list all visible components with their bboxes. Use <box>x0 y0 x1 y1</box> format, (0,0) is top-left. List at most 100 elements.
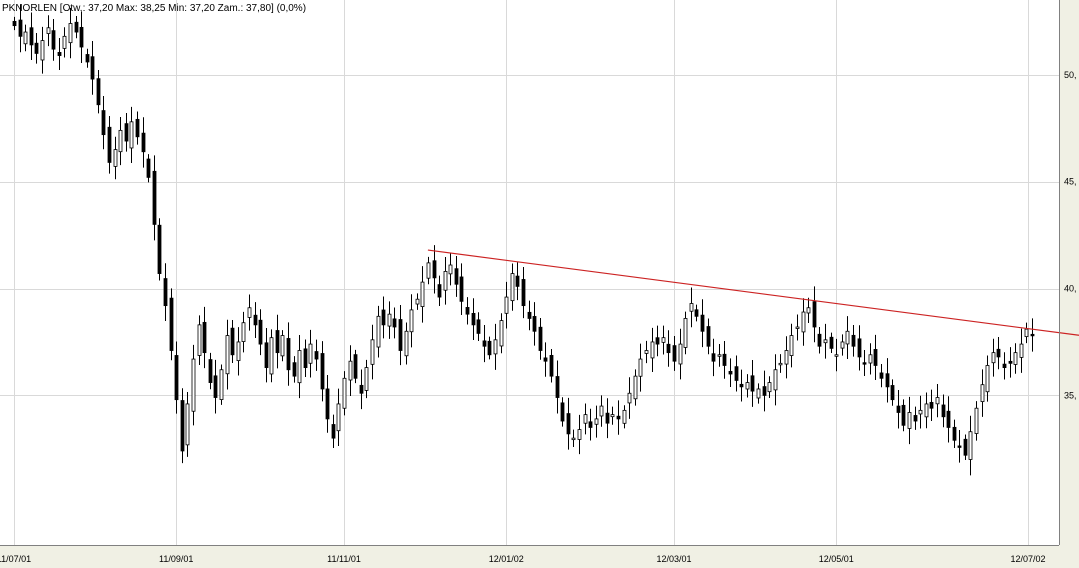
candle-body-up <box>924 403 929 418</box>
candle-body-up <box>823 339 828 344</box>
candle-body-down <box>29 27 34 46</box>
candle-body-down <box>482 340 487 347</box>
candle-body-down <box>1008 360 1013 364</box>
candle-body-down <box>264 342 269 369</box>
y-axis-labels: 35, 40, 45, 50, <box>1064 70 1077 401</box>
y-tick-label: 50, <box>1064 70 1077 80</box>
candle-body-down <box>18 19 23 37</box>
candle-body-down <box>96 78 101 106</box>
candle-body-up <box>795 326 800 329</box>
candle-body-down <box>862 362 867 365</box>
candle-body-down <box>963 438 968 456</box>
candle-body-up <box>767 382 772 393</box>
candle-body-down <box>487 340 492 356</box>
candle-body-down <box>566 413 571 435</box>
candle-body-up <box>778 362 783 366</box>
candle-body-up <box>918 409 923 415</box>
candle-body-down <box>543 357 548 362</box>
candle-body-down <box>996 348 1001 358</box>
candle-body-up <box>370 339 375 365</box>
candle-body-down <box>303 348 308 369</box>
candle-body-up <box>504 296 509 314</box>
candle-body-up <box>784 350 789 365</box>
trendlines <box>427 249 1079 336</box>
candle-body-down <box>829 336 834 349</box>
candle-body-up <box>801 311 806 333</box>
candle-body-up <box>1019 343 1024 358</box>
candle-body-up <box>185 403 190 446</box>
candle-body-up <box>46 27 51 34</box>
candle-body-up <box>191 358 196 412</box>
candle-body-up <box>968 431 973 460</box>
candle-body-up <box>387 313 392 327</box>
candle-body-down <box>957 445 962 448</box>
candle-body-up <box>974 407 979 434</box>
candle-body-up <box>426 262 431 279</box>
candle-body-down <box>946 410 951 428</box>
candle-body-up <box>868 354 873 364</box>
x-tick-label: 11/07/01 <box>0 554 31 564</box>
candle-body-up <box>834 354 839 357</box>
candle-body-down <box>258 319 263 345</box>
candle-body-down <box>107 126 112 163</box>
candle-body-down <box>672 345 677 362</box>
candle-body-up <box>622 409 627 424</box>
candle-body-down <box>275 330 280 354</box>
candle-body-down <box>331 424 336 439</box>
candle-body-down <box>292 362 297 377</box>
candle-body-up <box>661 337 666 343</box>
candle-body-down <box>913 415 918 422</box>
candle-body-up <box>68 23 73 44</box>
candle-body-down <box>929 401 934 409</box>
candle-body-up <box>1024 328 1029 338</box>
candle-body-up <box>443 271 448 291</box>
candle-body-up <box>376 315 381 348</box>
candle-body-down <box>141 132 146 153</box>
candle-body-up <box>583 414 588 424</box>
x-tick-label: 12/01/02 <box>489 554 524 564</box>
candle-body-up <box>342 377 347 409</box>
candle-body-up <box>247 307 252 318</box>
candle-body-down <box>706 326 711 347</box>
candle-body-up <box>241 322 246 342</box>
candle-body-up <box>644 350 649 354</box>
candle-body-down <box>700 314 705 332</box>
candle-body-down <box>398 319 403 351</box>
candle-body-up <box>409 309 414 333</box>
candle-body-down <box>135 118 140 138</box>
candle-body-down <box>85 54 90 63</box>
candle-body-down <box>851 334 856 347</box>
x-tick-label: 11/09/01 <box>159 554 193 564</box>
candle-body-down <box>454 268 459 285</box>
candle-body-down <box>532 316 537 332</box>
candle-body-down <box>711 353 716 362</box>
candle-body-down <box>79 26 84 48</box>
candle-body-down <box>722 353 727 366</box>
y-tick-label: 35, <box>1064 390 1077 400</box>
candle-body-up <box>493 339 498 355</box>
candle-body-up <box>633 375 638 400</box>
candle-body-up <box>62 35 67 49</box>
candle-body-down <box>873 349 878 366</box>
candle-body-down <box>901 404 906 426</box>
candle-body-down <box>208 359 213 383</box>
candle-body-up <box>23 31 28 45</box>
candle-body-up <box>197 324 202 356</box>
candle-body-down <box>728 370 733 375</box>
candle-body-up <box>638 358 643 377</box>
candle-body-down <box>465 307 470 315</box>
candle-body-up <box>40 40 45 61</box>
candle-body-up <box>610 414 615 418</box>
candle-body-down <box>890 385 895 401</box>
candle-body-down <box>879 372 884 379</box>
candle-body-down <box>174 355 179 401</box>
candle-body-up <box>678 343 683 365</box>
candle-body-up <box>415 298 420 305</box>
candle-body-down <box>1030 333 1035 337</box>
candle-body-down <box>12 20 17 27</box>
candle-body-up <box>689 303 694 312</box>
candle-body-up <box>113 149 118 167</box>
candle-body-down <box>359 384 364 394</box>
candle-body-up <box>269 337 274 375</box>
